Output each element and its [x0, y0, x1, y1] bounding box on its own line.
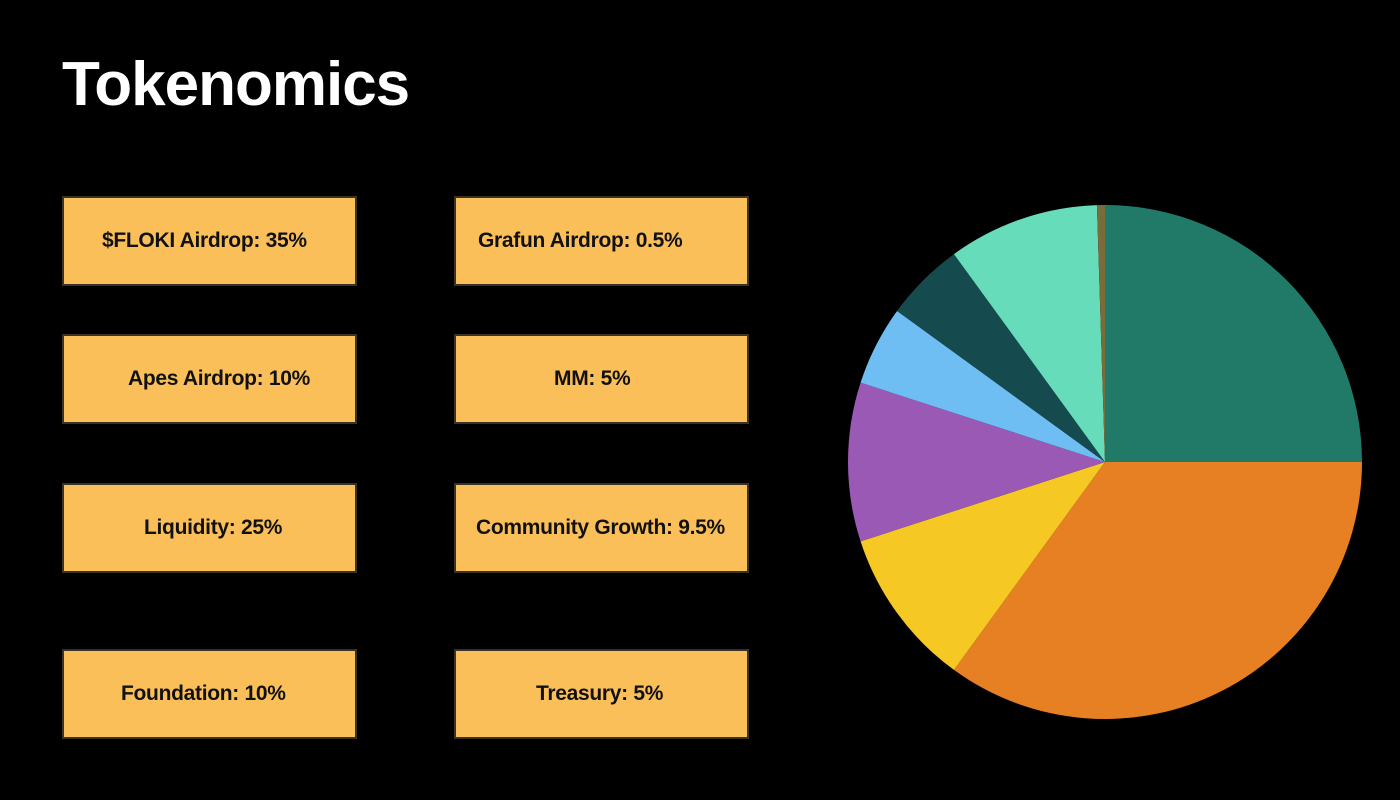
allocation-card-liquidity: Liquidity: 25%	[62, 483, 357, 573]
allocation-card-grafun-airdrop: Grafun Airdrop: 0.5%	[454, 196, 749, 286]
allocation-card-mm: MM: 5%	[454, 334, 749, 424]
pie-slice-1	[953, 462, 1362, 719]
allocation-card-community-growth: Community Growth: 9.5%	[454, 483, 749, 573]
allocation-card-label: Community Growth: 9.5%	[476, 516, 725, 539]
pie-slice-5	[897, 254, 1105, 462]
allocation-card-label: Apes Airdrop: 10%	[128, 367, 310, 390]
page-title: Tokenomics	[62, 50, 410, 119]
tokenomics-pie-chart	[848, 205, 1362, 719]
pie-slice-0	[1105, 205, 1362, 462]
pie-slice-2	[860, 462, 1105, 670]
allocation-card-foundation: Foundation: 10%	[62, 649, 357, 739]
allocation-card-label: Grafun Airdrop: 0.5%	[478, 229, 683, 252]
allocation-card-label: Foundation: 10%	[121, 682, 286, 705]
pie-slice-7	[1096, 205, 1105, 462]
allocation-card-label: $FLOKI Airdrop: 35%	[102, 229, 307, 252]
allocation-card-label: Liquidity: 25%	[144, 516, 283, 539]
pie-slice-4	[860, 310, 1105, 462]
allocation-card-label: MM: 5%	[554, 367, 631, 390]
pie-slice-3	[848, 382, 1105, 542]
allocation-card-treasury: Treasury: 5%	[454, 649, 749, 739]
allocation-card-floki-airdrop: $FLOKI Airdrop: 35%	[62, 196, 357, 286]
allocation-card-label: Treasury: 5%	[536, 682, 664, 705]
pie-slice-6	[953, 205, 1105, 462]
allocation-card-apes-airdrop: Apes Airdrop: 10%	[62, 334, 357, 424]
